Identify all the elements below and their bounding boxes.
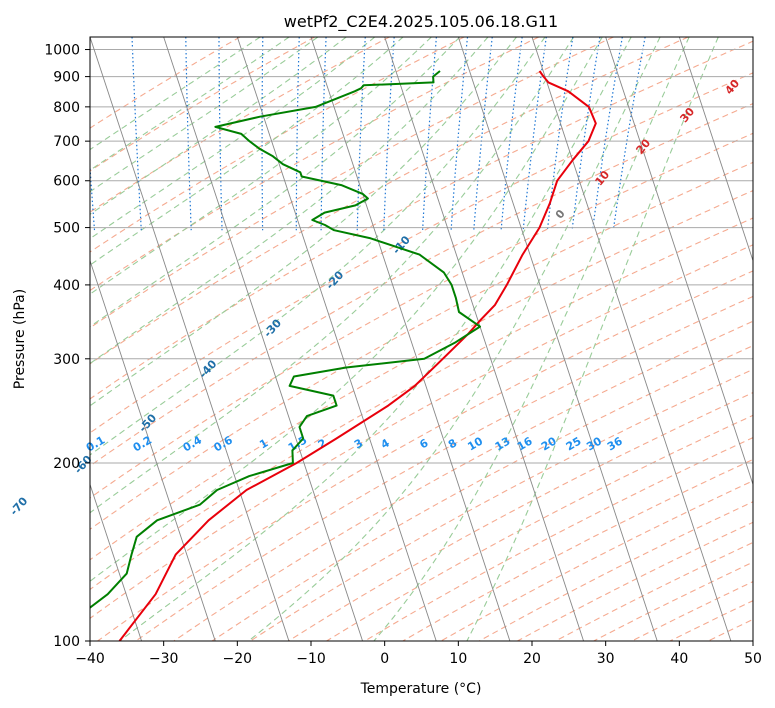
x-axis-title: Temperature (°C): [360, 681, 482, 697]
dry-adiabat: [90, 37, 614, 329]
isotherm-gridline: [90, 37, 290, 641]
moist-adiabat: [90, 37, 489, 365]
dry-adiabat: [90, 189, 753, 561]
isotherm-gridline: [236, 37, 437, 641]
plot-area: [90, 37, 753, 641]
moist-adiabat: [90, 37, 603, 582]
y-axis-title: Pressure (hPa): [12, 289, 28, 389]
isotherm-gridline: [384, 37, 584, 641]
y-tick-label: 200: [53, 456, 80, 472]
isotherm-gridline: [0, 37, 68, 641]
temperature-profile: [118, 70, 597, 641]
moist-adiabat: [90, 37, 261, 151]
x-tick-label: 10: [449, 651, 467, 667]
moist-adiabat: [90, 37, 546, 456]
dry-adiabat-label: -70: [7, 494, 30, 518]
isotherm-gridline: [605, 37, 753, 486]
dry-adiabat: [90, 37, 689, 365]
moist-adiabat: [90, 37, 290, 171]
axes: −40 −30 −20 −10 0 10 20 30 40 50 100 200 300 400 500 60…: [44, 36, 762, 667]
mixing-ratio-line: [218, 37, 223, 231]
dry-adiabat: [90, 37, 241, 129]
dry-adiabat: [90, 161, 753, 530]
dry-adiabat: [90, 132, 753, 499]
isotherm-gridline: [163, 37, 363, 641]
x-tick-label: 30: [597, 651, 615, 667]
y-tick-label: 400: [53, 278, 80, 294]
dry-adiabat: [97, 270, 753, 641]
mixing-ratio-line: [185, 37, 192, 231]
x-tick-label: −20: [223, 651, 253, 667]
isotherm-gridline: [90, 259, 216, 641]
x-tick-label: −30: [149, 651, 179, 667]
moist-adiabat: [90, 37, 319, 193]
isotherm-gridline: [531, 37, 732, 641]
plot-frame: [89, 36, 754, 642]
dry-adiabat: [90, 72, 753, 434]
dry-adiabat: [90, 37, 465, 253]
y-tick-label: 900: [53, 70, 80, 86]
dry-adiabat: [250, 368, 753, 641]
moist-adiabat: [90, 37, 575, 514]
dewpoint-profile: [90, 70, 481, 609]
isotherm-gridline: [457, 37, 658, 641]
moist-adiabat: [90, 37, 432, 295]
moist-adiabat: [90, 37, 404, 266]
x-tick-label: 40: [670, 651, 688, 667]
isotherm-gridline: [310, 37, 511, 641]
moist-adiabat: [373, 37, 690, 641]
mixing-ratio-line: [612, 37, 646, 231]
x-tick-label: −10: [296, 651, 326, 667]
moist-adiabat: [90, 37, 461, 328]
mixing-ratio-line: [261, 37, 264, 231]
isotherm-gridline: [752, 37, 753, 39]
mixing-ratio-line: [383, 37, 395, 231]
x-tick-label: 20: [523, 651, 541, 667]
isotherm-gridline: [90, 482, 142, 641]
y-tick-label: 500: [53, 221, 80, 237]
sounding-profiles: [90, 70, 597, 641]
dry-adiabat: [90, 37, 315, 172]
moist-adiabat: [248, 37, 661, 641]
mixing-ratio-line: [356, 37, 366, 231]
x-tick-label: −40: [75, 651, 105, 667]
dry-adiabat: [135, 295, 753, 641]
y-tick-label: 700: [53, 134, 80, 150]
isotherm-gridline: [678, 37, 753, 263]
dry-adiabat: [90, 217, 753, 591]
y-tick-label: 800: [53, 100, 80, 116]
dry-adiabat: [90, 102, 753, 467]
mixing-ratio-line: [320, 37, 327, 231]
mixing-ratio-line: [295, 37, 300, 231]
mixing-ratio-line: [571, 37, 601, 231]
y-tick-label: 600: [53, 174, 80, 190]
background-lines: [0, 37, 753, 641]
y-tick-label: 300: [53, 352, 80, 368]
x-tick-label: 0: [380, 651, 389, 667]
dry-adiabat: [288, 392, 753, 641]
dry-adiabat: [90, 37, 540, 292]
moist-adiabat: [119, 37, 632, 641]
plot-background: [90, 37, 753, 641]
x-tick-label: 50: [744, 651, 762, 667]
chart-title: wetPf2_C2E4.2025.105.06.18.G11: [284, 12, 558, 32]
y-tick-label: 1000: [44, 43, 80, 59]
y-tick-label: 100: [53, 634, 80, 650]
mixing-ratio-line: [592, 37, 623, 231]
